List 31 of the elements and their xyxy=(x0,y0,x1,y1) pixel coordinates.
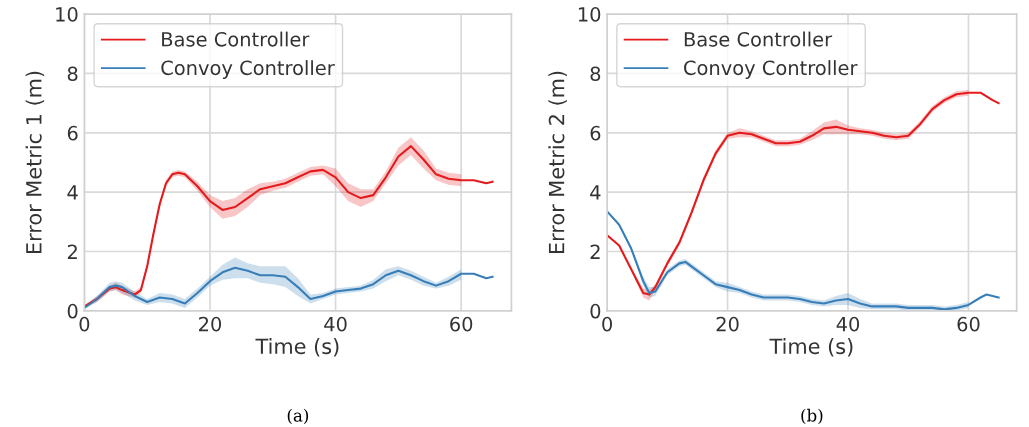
x-tick-label: 0 xyxy=(602,316,612,332)
y-tick-label: 2 xyxy=(590,244,600,259)
x-tick-label: 40 xyxy=(836,316,860,332)
x-axis-title: Time (s) xyxy=(769,338,853,357)
legend-label: Base Controller xyxy=(162,31,310,47)
line-series xyxy=(84,266,494,309)
y-tick-label: 8 xyxy=(590,66,601,82)
x-tick-label: 40 xyxy=(324,316,347,332)
y-tick-label: 0 xyxy=(67,303,78,319)
x-tick-label: 20 xyxy=(199,316,222,332)
y-tick-label: 10 xyxy=(56,7,78,22)
y-tick-label: 10 xyxy=(578,7,601,22)
legend-label: Convoy Controller xyxy=(684,60,858,79)
y-tick-label: 6 xyxy=(67,125,78,141)
y-tick-label: 8 xyxy=(67,66,78,82)
x-tick-label: 60 xyxy=(957,316,980,332)
y-tick-label: 4 xyxy=(590,185,601,200)
x-tick-label: 60 xyxy=(450,316,473,332)
x-axis-title: Time (s) xyxy=(255,338,339,357)
legend-label: Convoy Controller xyxy=(161,60,335,79)
y-tick-label: 6 xyxy=(590,125,601,141)
y-axis-title: Error Metric 2 (m) xyxy=(548,71,567,254)
x-tick-label: 0 xyxy=(79,316,90,332)
text: (b) xyxy=(801,408,823,425)
y-tick-label: 2 xyxy=(67,244,77,259)
legend-label: Base Controller xyxy=(684,31,833,47)
y-tick-label: 4 xyxy=(67,185,78,200)
y-axis-title: Error Metric 1 (m) xyxy=(25,71,45,254)
text: (a) xyxy=(287,408,309,425)
x-tick-label: 20 xyxy=(716,316,739,332)
y-tick-label: 0 xyxy=(590,303,601,319)
